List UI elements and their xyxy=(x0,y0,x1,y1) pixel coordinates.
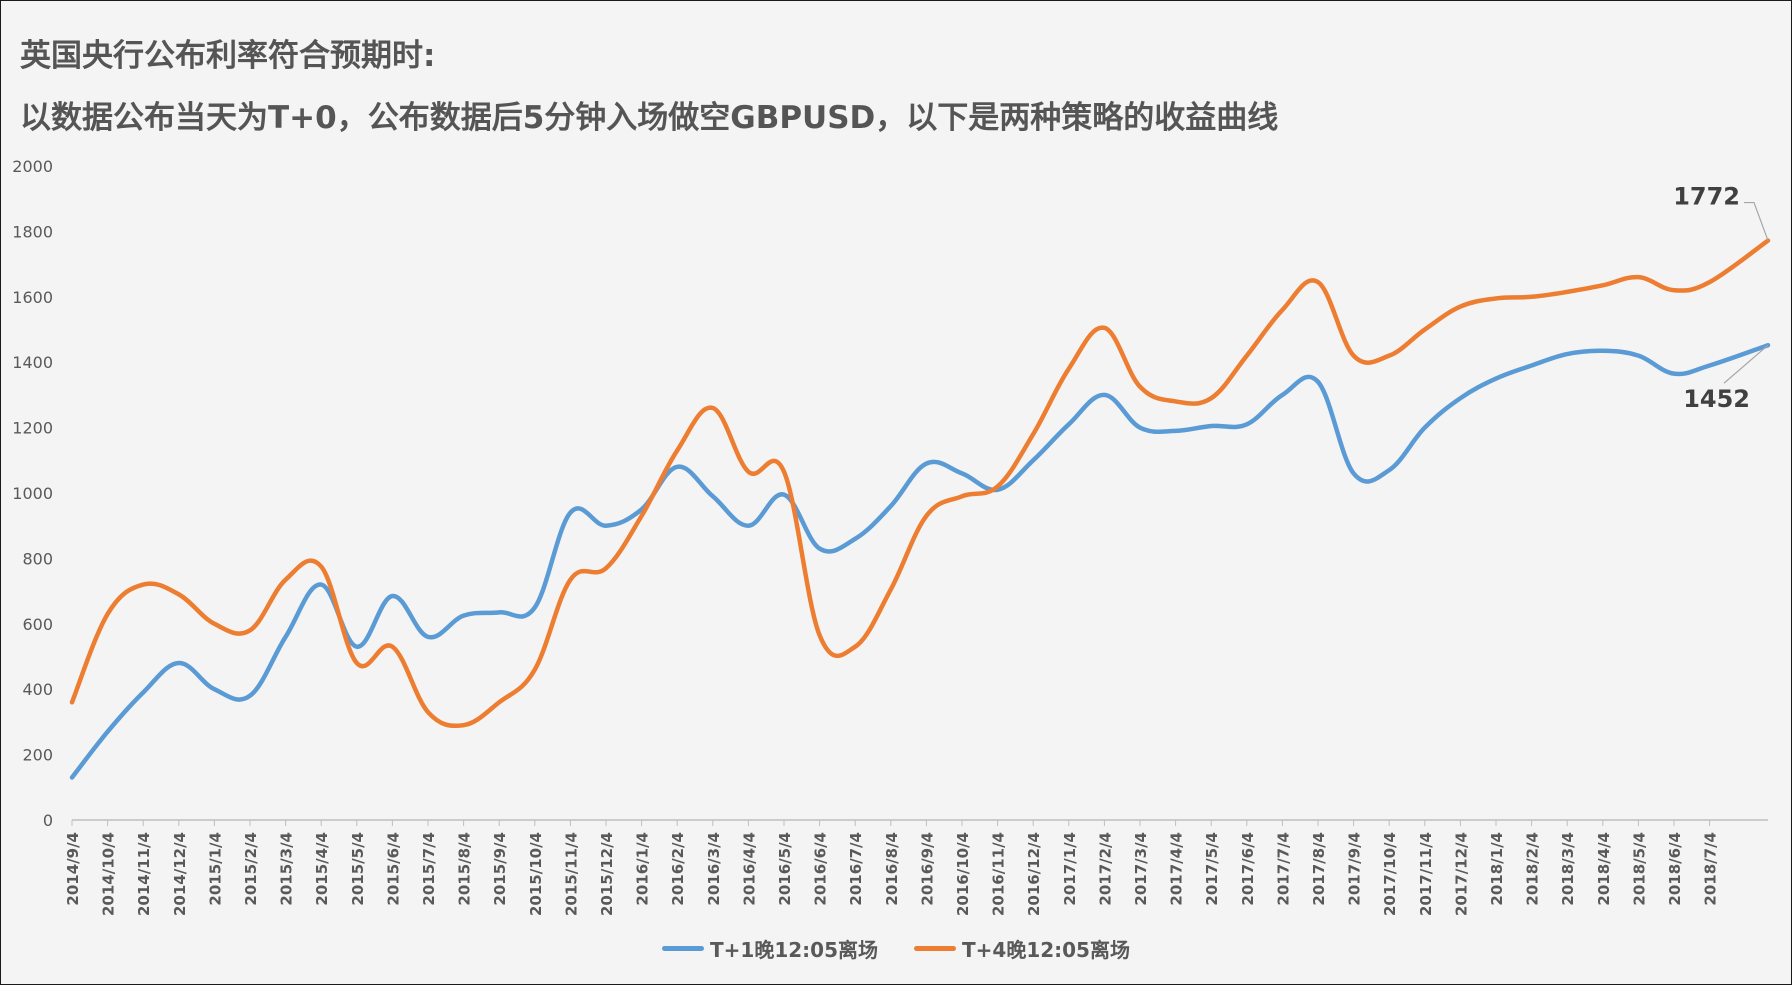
x-tick-label: 2017/8/4 xyxy=(1310,832,1328,906)
annotation-layer: 1772 1452 xyxy=(1673,183,1769,413)
x-tick-label: 2015/5/4 xyxy=(349,832,367,906)
y-tick-label: 600 xyxy=(22,615,53,634)
x-tick-label: 2015/12/4 xyxy=(598,832,616,916)
legend-label-t1: T+1晚12:05离场 xyxy=(710,938,878,962)
y-tick-label: 800 xyxy=(22,549,53,568)
x-tick-label: 2016/3/4 xyxy=(705,832,723,906)
x-tick-label: 2016/1/4 xyxy=(634,832,652,906)
annotation-leader xyxy=(1723,344,1769,384)
y-tick-label: 400 xyxy=(22,680,53,699)
x-tick-label: 2017/4/4 xyxy=(1168,832,1186,906)
series-layer xyxy=(69,238,1771,780)
x-tick-label: 2016/6/4 xyxy=(812,832,830,906)
x-tick-label: 2014/10/4 xyxy=(100,832,118,916)
x-tick-label: 2014/11/4 xyxy=(135,832,153,916)
x-tick-label: 2018/1/4 xyxy=(1488,832,1506,906)
x-tick-label: 2017/3/4 xyxy=(1132,832,1150,906)
legend-swatch-t4 xyxy=(914,946,956,951)
chart-title: 英国央行公布利率符合预期时: xyxy=(20,38,436,74)
x-tick-label: 2015/3/4 xyxy=(278,832,296,906)
x-tick-label: 2018/3/4 xyxy=(1559,832,1577,906)
x-tick-label: 2017/7/4 xyxy=(1274,832,1292,906)
x-tick-label: 2017/12/4 xyxy=(1452,832,1470,916)
x-axis: 2014/9/4 2014/10/4 2014/11/4 2014/12/4 2015/… xyxy=(64,819,1768,916)
chart-subtitle: 以数据公布当天为T+0，公布数据后5分钟入场做空GBPUSD，以下是两种策略的收… xyxy=(20,100,1279,136)
x-tick-label: 2017/5/4 xyxy=(1203,832,1221,906)
x-tick-label: 2018/5/4 xyxy=(1630,832,1648,906)
x-tick-label: 2015/2/4 xyxy=(242,832,260,906)
x-tick-label: 2015/11/4 xyxy=(562,832,580,916)
y-tick-label: 1800 xyxy=(12,222,53,241)
legend-item-t1[interactable]: T+1晚12:05离场 xyxy=(662,934,878,963)
x-tick-label: 2016/5/4 xyxy=(776,832,794,906)
series-line-1[interactable] xyxy=(69,342,1771,780)
x-tick-label: 2015/10/4 xyxy=(527,832,545,916)
x-tick-label: 2016/11/4 xyxy=(990,832,1008,916)
annotation-label: 1452 xyxy=(1683,385,1750,413)
x-tick-label: 2016/9/4 xyxy=(918,832,936,906)
x-tick-label: 2017/6/4 xyxy=(1239,832,1257,906)
x-tick-label: 2015/6/4 xyxy=(384,832,402,906)
x-tick-label: 2017/9/4 xyxy=(1346,832,1364,906)
y-tick-label: 1200 xyxy=(12,419,53,438)
y-tick-label: 1600 xyxy=(12,288,53,307)
x-tick-label: 2015/8/4 xyxy=(456,832,474,906)
x-tick-label: 2014/9/4 xyxy=(64,832,82,906)
x-tick-label: 2017/2/4 xyxy=(1096,832,1114,906)
x-tick-label: 2016/10/4 xyxy=(954,832,972,916)
y-tick-label: 200 xyxy=(22,746,53,765)
series-line-2[interactable] xyxy=(69,238,1771,729)
x-tick-label: 2015/7/4 xyxy=(420,832,438,906)
legend-swatch-t1 xyxy=(662,946,705,951)
x-tick-label: 2015/1/4 xyxy=(206,832,224,906)
annotation-label: 1772 xyxy=(1673,183,1740,211)
x-tick-label: 2015/4/4 xyxy=(313,832,331,906)
legend-item-t4[interactable]: T+4晚12:05离场 xyxy=(914,934,1130,963)
x-tick-label: 2016/2/4 xyxy=(669,832,687,906)
x-tick-label: 2018/4/4 xyxy=(1595,832,1613,906)
y-tick-label: 1000 xyxy=(12,484,53,503)
x-tick-label: 2016/8/4 xyxy=(883,832,901,906)
x-tick-label: 2016/7/4 xyxy=(847,832,865,906)
x-tick-label: 2015/9/4 xyxy=(491,832,509,906)
x-tick-label: 2016/4/4 xyxy=(740,832,758,906)
legend-label-t4: T+4晚12:05离场 xyxy=(962,938,1130,962)
x-tick-label: 2017/1/4 xyxy=(1061,832,1079,906)
y-tick-label: 1400 xyxy=(12,353,53,372)
y-tick-label: 2000 xyxy=(12,157,53,176)
legend: T+1晚12:05离场 T+4晚12:05离场 xyxy=(0,934,1792,963)
annotation-leader xyxy=(1744,201,1769,241)
x-tick-label: 2018/6/4 xyxy=(1666,832,1684,906)
x-tick-label: 2017/11/4 xyxy=(1417,832,1435,916)
x-tick-label: 2016/12/4 xyxy=(1025,832,1043,916)
x-tick-label: 2018/2/4 xyxy=(1524,832,1542,906)
x-tick-label: 2014/12/4 xyxy=(171,832,189,916)
x-tick-label: 2017/10/4 xyxy=(1381,832,1399,916)
x-tick-label: 2018/7/4 xyxy=(1702,832,1720,906)
y-axis: 0 200 400 600 800 1000 1200 1400 1600 1800 2000 xyxy=(12,157,53,830)
y-tick-label: 0 xyxy=(43,811,53,830)
